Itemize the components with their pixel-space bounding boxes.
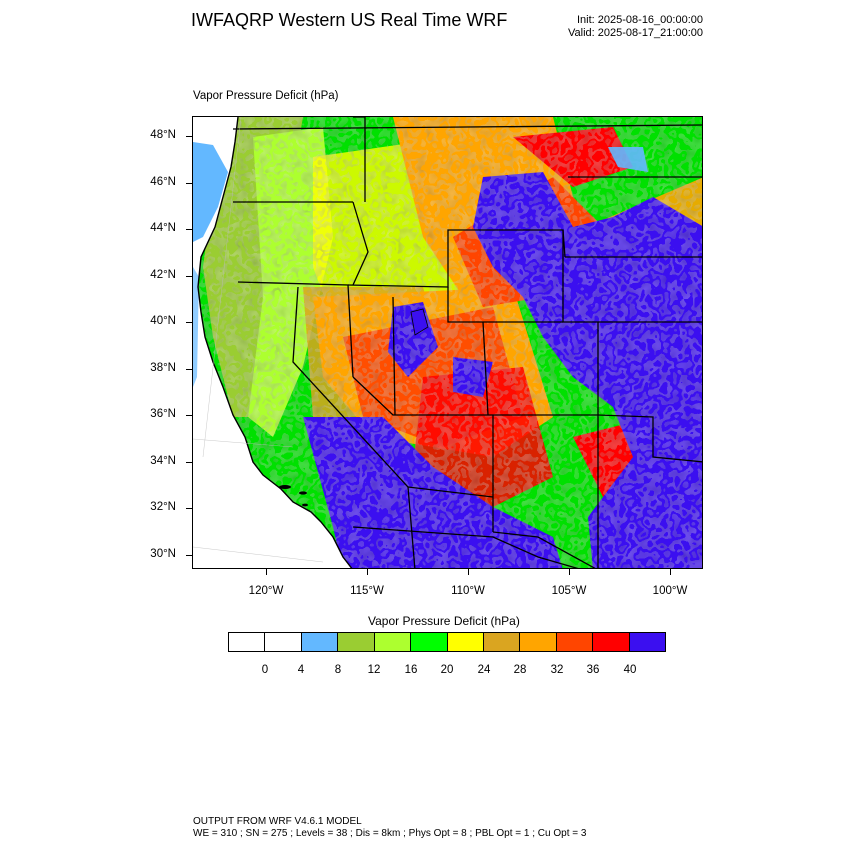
legend-label: 32 [550,664,564,676]
lon-tick [367,569,368,575]
legend-label: 8 [334,664,342,676]
canada-border [232,124,702,130]
legend-swatch [265,633,302,651]
channel-island [279,485,291,489]
legend-label: 24 [477,664,491,676]
lat-tick [186,369,192,370]
great-salt-lake [410,308,429,336]
lat-tick [186,183,192,184]
model-config: WE = 310 ; SN = 275 ; Levels = 38 ; Dis … [193,828,587,839]
lat-label-44n: 44°N [150,222,176,234]
lat-label-38n: 38°N [150,362,176,374]
channel-island [299,491,307,495]
channel-island [302,503,308,507]
lat-tick [186,229,192,230]
legend-label: 16 [404,664,418,676]
map-field-label: Vapor Pressure Deficit (hPa) [193,90,339,102]
lon-label-120w: 120°W [248,585,284,597]
lat-label-34n: 34°N [150,455,176,467]
lat-label-48n: 48°N [150,129,176,141]
legend-colorbar [228,632,666,652]
lon-tick [266,569,267,575]
lon-label-100w: 100°W [652,585,688,597]
graticule [193,117,324,563]
legend-swatch [447,633,484,651]
lon-tick [569,569,570,575]
legend-swatch [593,633,630,651]
mexico-border [352,526,579,568]
lon-tick [670,569,671,575]
legend-label: 36 [586,664,600,676]
lat-label-46n: 46°N [150,176,176,188]
legend-swatch [483,633,521,651]
legend-label: 0 [261,664,269,676]
lon-label-105w: 105°W [551,585,587,597]
lon-label-115w: 115°W [350,585,384,597]
legend-swatch [374,633,412,651]
legend-swatch [629,633,666,651]
lon-label-110w: 110°W [451,585,485,597]
legend-swatch [301,633,339,651]
legend-swatch [556,633,594,651]
coastal-water-low-vpd [193,142,228,242]
lat-tick [186,462,192,463]
lon-tick [468,569,469,575]
lat-label-42n: 42°N [150,269,176,281]
map-panel [192,116,703,569]
legend-swatch [229,633,266,651]
legend-label: 20 [440,664,454,676]
lat-label-40n: 40°N [150,315,176,327]
model-info: OUTPUT FROM WRF V4.6.1 MODEL [193,816,362,827]
lat-tick [186,136,192,137]
lat-label-30n: 30°N [150,548,176,560]
legend-swatch [520,633,557,651]
legend-swatch [338,633,375,651]
legend-label: 28 [513,664,527,676]
lat-tick [186,508,192,509]
legend-label: 40 [623,664,637,676]
legend-label: 4 [297,664,305,676]
lat-tick [186,415,192,416]
vpd-map [193,117,702,568]
legend-swatch [411,633,448,651]
page-title: IWFAQRP Western US Real Time WRF [191,10,508,30]
coastline [197,117,353,568]
lat-label-36n: 36°N [150,408,176,420]
lat-label-32n: 32°N [150,501,176,513]
legend-title: Vapor Pressure Deficit (hPa) [368,614,520,628]
lat-tick [186,276,192,277]
valid-time: Valid: 2025-08-17_21:00:00 [568,27,703,39]
init-time: Init: 2025-08-16_00:00:00 [577,14,703,26]
legend-label: 12 [367,664,381,676]
lat-tick [186,555,192,556]
lat-tick [186,322,192,323]
state-boundaries [233,117,702,568]
